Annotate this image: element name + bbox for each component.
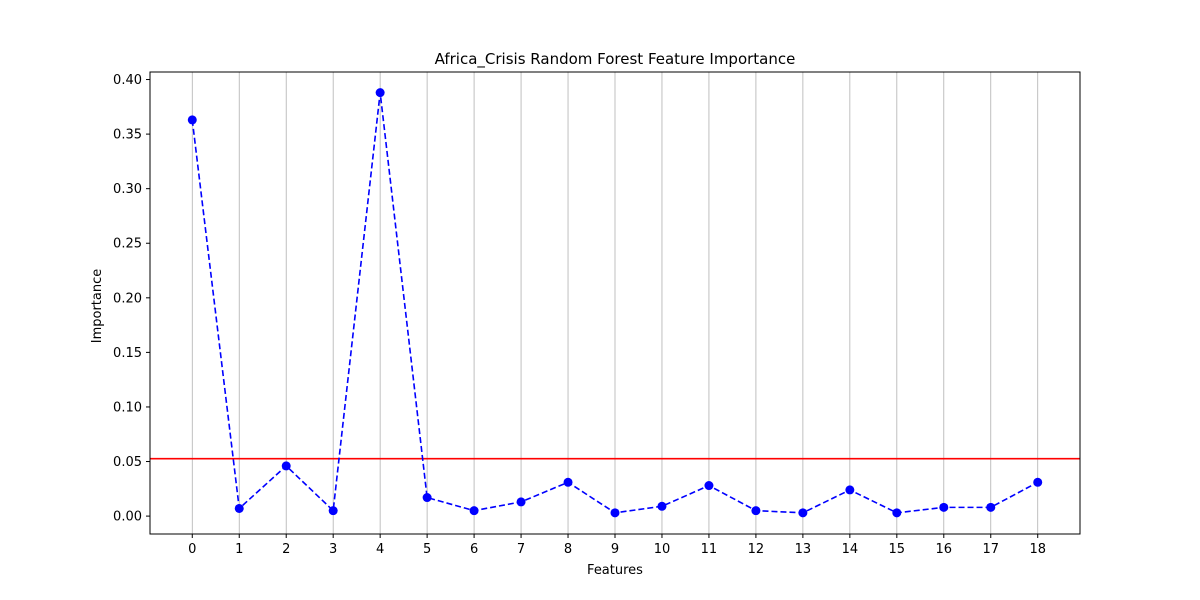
data-point: [798, 508, 808, 518]
y-tick-label: 0.20: [113, 291, 142, 306]
data-point: [469, 506, 479, 516]
x-tick-label: 8: [564, 542, 572, 557]
x-tick-label: 11: [701, 542, 718, 557]
x-tick-label: 18: [1029, 542, 1046, 557]
data-point: [1033, 477, 1043, 487]
y-tick-label: 0.15: [113, 346, 142, 361]
data-point: [375, 88, 385, 98]
x-tick-label: 12: [748, 542, 765, 557]
x-tick-label: 2: [282, 542, 290, 557]
y-axis-label: Importance: [90, 269, 105, 344]
data-point: [281, 461, 291, 471]
x-tick-label: 1: [235, 542, 243, 557]
y-tick-label: 0.10: [113, 400, 142, 415]
y-tick-label: 0.25: [113, 237, 142, 252]
chart-title: Africa_Crisis Random Forest Feature Impo…: [435, 50, 796, 69]
data-point: [563, 477, 573, 487]
data-point: [845, 485, 855, 495]
y-tick-label: 0.05: [113, 455, 142, 470]
x-tick-label: 4: [376, 542, 384, 557]
x-tick-label: 7: [517, 542, 525, 557]
data-point: [657, 501, 667, 511]
data-point: [986, 502, 996, 512]
series-group: [187, 88, 1043, 518]
x-axis-label: Features: [587, 563, 643, 578]
data-point: [328, 506, 338, 516]
x-tick-label: 13: [795, 542, 812, 557]
y-tick-label: 0.40: [113, 73, 142, 88]
x-tick-label: 9: [611, 542, 619, 557]
data-point: [422, 493, 432, 503]
data-point: [939, 502, 949, 512]
x-tick-label: 5: [423, 542, 431, 557]
data-point: [187, 115, 197, 125]
x-tick-label: 10: [654, 542, 671, 557]
y-tick-label: 0.30: [113, 182, 142, 197]
data-point: [751, 506, 761, 516]
y-axis-ticks: 0.00 0.05 0.10 0.15 0.20 0.25 0.30 0.35 0.40: [113, 73, 150, 525]
data-point: [516, 497, 526, 507]
x-tick-label: 16: [936, 542, 953, 557]
y-tick-label: 0.35: [113, 128, 142, 143]
grid-lines: [191, 72, 1039, 534]
y-tick-label: 0.00: [113, 510, 142, 525]
x-tick-label: 6: [470, 542, 478, 557]
data-point: [234, 503, 244, 513]
data-point: [892, 508, 902, 518]
x-axis-ticks: 0 1 2 3 4 5 6 7 8 9 10 11 12 13 14 15 16 17 18: [188, 534, 1046, 557]
x-tick-label: 15: [889, 542, 906, 557]
x-tick-label: 14: [842, 542, 859, 557]
data-point: [704, 481, 714, 491]
x-tick-label: 0: [188, 542, 196, 557]
data-point: [610, 508, 620, 518]
x-tick-label: 17: [982, 542, 999, 557]
x-tick-label: 3: [329, 542, 337, 557]
